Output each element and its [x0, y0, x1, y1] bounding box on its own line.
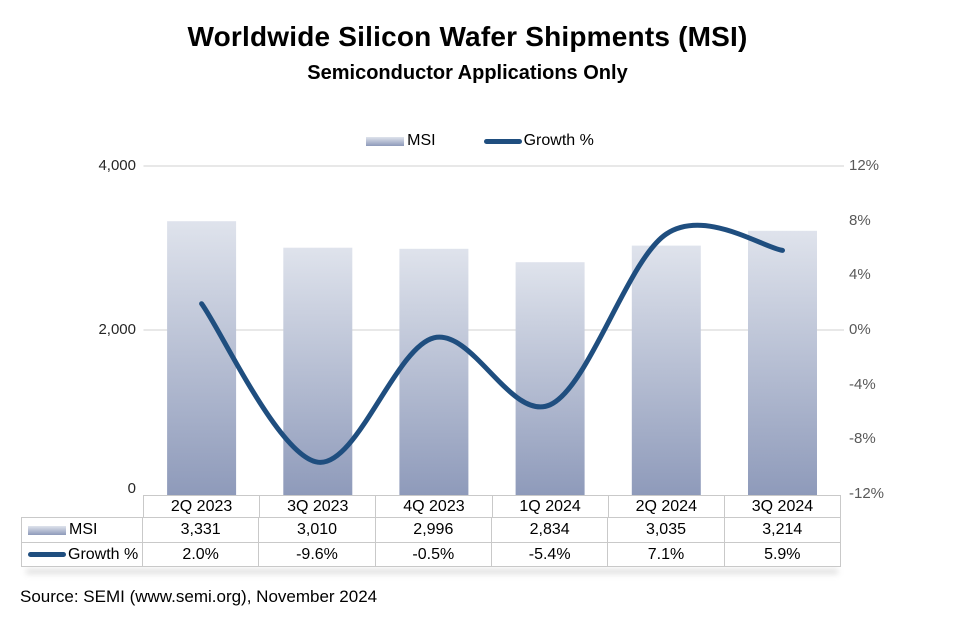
growth-value-cell: 2.0% [142, 542, 260, 567]
growth-value-cell: 7.1% [607, 542, 725, 567]
msi-bar [748, 230, 817, 497]
msi-value-cell: 3,035 [607, 517, 725, 543]
table-row-growth: Growth % 2.0% -9.6% -0.5% -5.4% 7.1% 5.9… [21, 542, 841, 567]
msi-value-cell: 3,331 [142, 517, 260, 543]
growth-value-cell: -0.5% [374, 542, 492, 567]
msi-bar [631, 245, 701, 496]
growth-value-cell: 5.9% [723, 542, 841, 567]
legend: MSI Growth % [100, 130, 860, 152]
growth-row-legend-cell: Growth % [21, 542, 143, 567]
right-axis-tick-0: 0% [849, 321, 871, 338]
left-axis-tick-2000: 2,000 [98, 321, 136, 338]
right-axis-tick-neg4: -4% [849, 376, 876, 393]
table-header-row: 2Q 2023 3Q 2023 4Q 2023 1Q 2024 2Q 2024 … [143, 495, 842, 518]
right-axis-tick-neg8: -8% [849, 430, 876, 447]
table-row-msi: MSI 3,331 3,010 2,996 2,834 3,035 3,214 [21, 517, 841, 543]
left-axis-tick-0: 0 [127, 480, 136, 497]
legend-item-growth: Growth % [483, 132, 594, 150]
quarter-header-cell: 3Q 2024 [723, 495, 842, 518]
legend-growth-label: Growth % [523, 132, 594, 149]
msi-row-legend-cell: MSI [21, 517, 143, 543]
msi-value-cell: 2,996 [374, 517, 492, 543]
right-axis-tick-4: 4% [849, 266, 871, 283]
growth-line-swatch-icon [28, 552, 66, 557]
chart-subtitle: Semiconductor Applications Only [307, 62, 628, 84]
msi-bar [167, 221, 237, 496]
plot-area [143, 165, 844, 497]
growth-row-label: Growth % [68, 545, 139, 563]
source-note: Source: SEMI (www.semi.org), November 20… [20, 587, 378, 606]
msi-row-label: MSI [69, 521, 98, 538]
msi-value-cell: 2,834 [490, 517, 609, 543]
table-shadow [26, 569, 838, 574]
legend-msi-label: MSI [407, 132, 436, 149]
growth-line [199, 222, 785, 465]
msi-bar-swatch-icon [366, 136, 405, 146]
right-axis-tick-neg12: -12% [849, 485, 885, 502]
msi-bar-swatch-icon [28, 525, 66, 535]
growth-value-cell: -9.6% [258, 542, 376, 567]
quarter-header-cell: 1Q 2024 [491, 495, 609, 518]
quarter-header-cell: 2Q 2024 [607, 495, 725, 518]
right-axis-tick-12: 12% [849, 157, 880, 174]
chart-title: Worldwide Silicon Wafer Shipments (MSI) [187, 21, 748, 52]
quarter-header-cell: 4Q 2023 [375, 495, 493, 518]
growth-value-cell: -5.4% [490, 542, 609, 567]
msi-value-cell: 3,010 [258, 517, 376, 543]
growth-line-swatch-icon [483, 138, 522, 144]
msi-bar [399, 248, 469, 496]
quarter-header-cell: 3Q 2023 [259, 495, 377, 518]
legend-item-msi: MSI [366, 132, 436, 150]
right-axis-tick-8: 8% [849, 212, 871, 229]
left-axis-tick-4000: 4,000 [98, 157, 136, 174]
msi-value-cell: 3,214 [723, 517, 841, 543]
quarter-header-cell: 2Q 2023 [143, 495, 261, 518]
msi-bar [283, 247, 353, 496]
